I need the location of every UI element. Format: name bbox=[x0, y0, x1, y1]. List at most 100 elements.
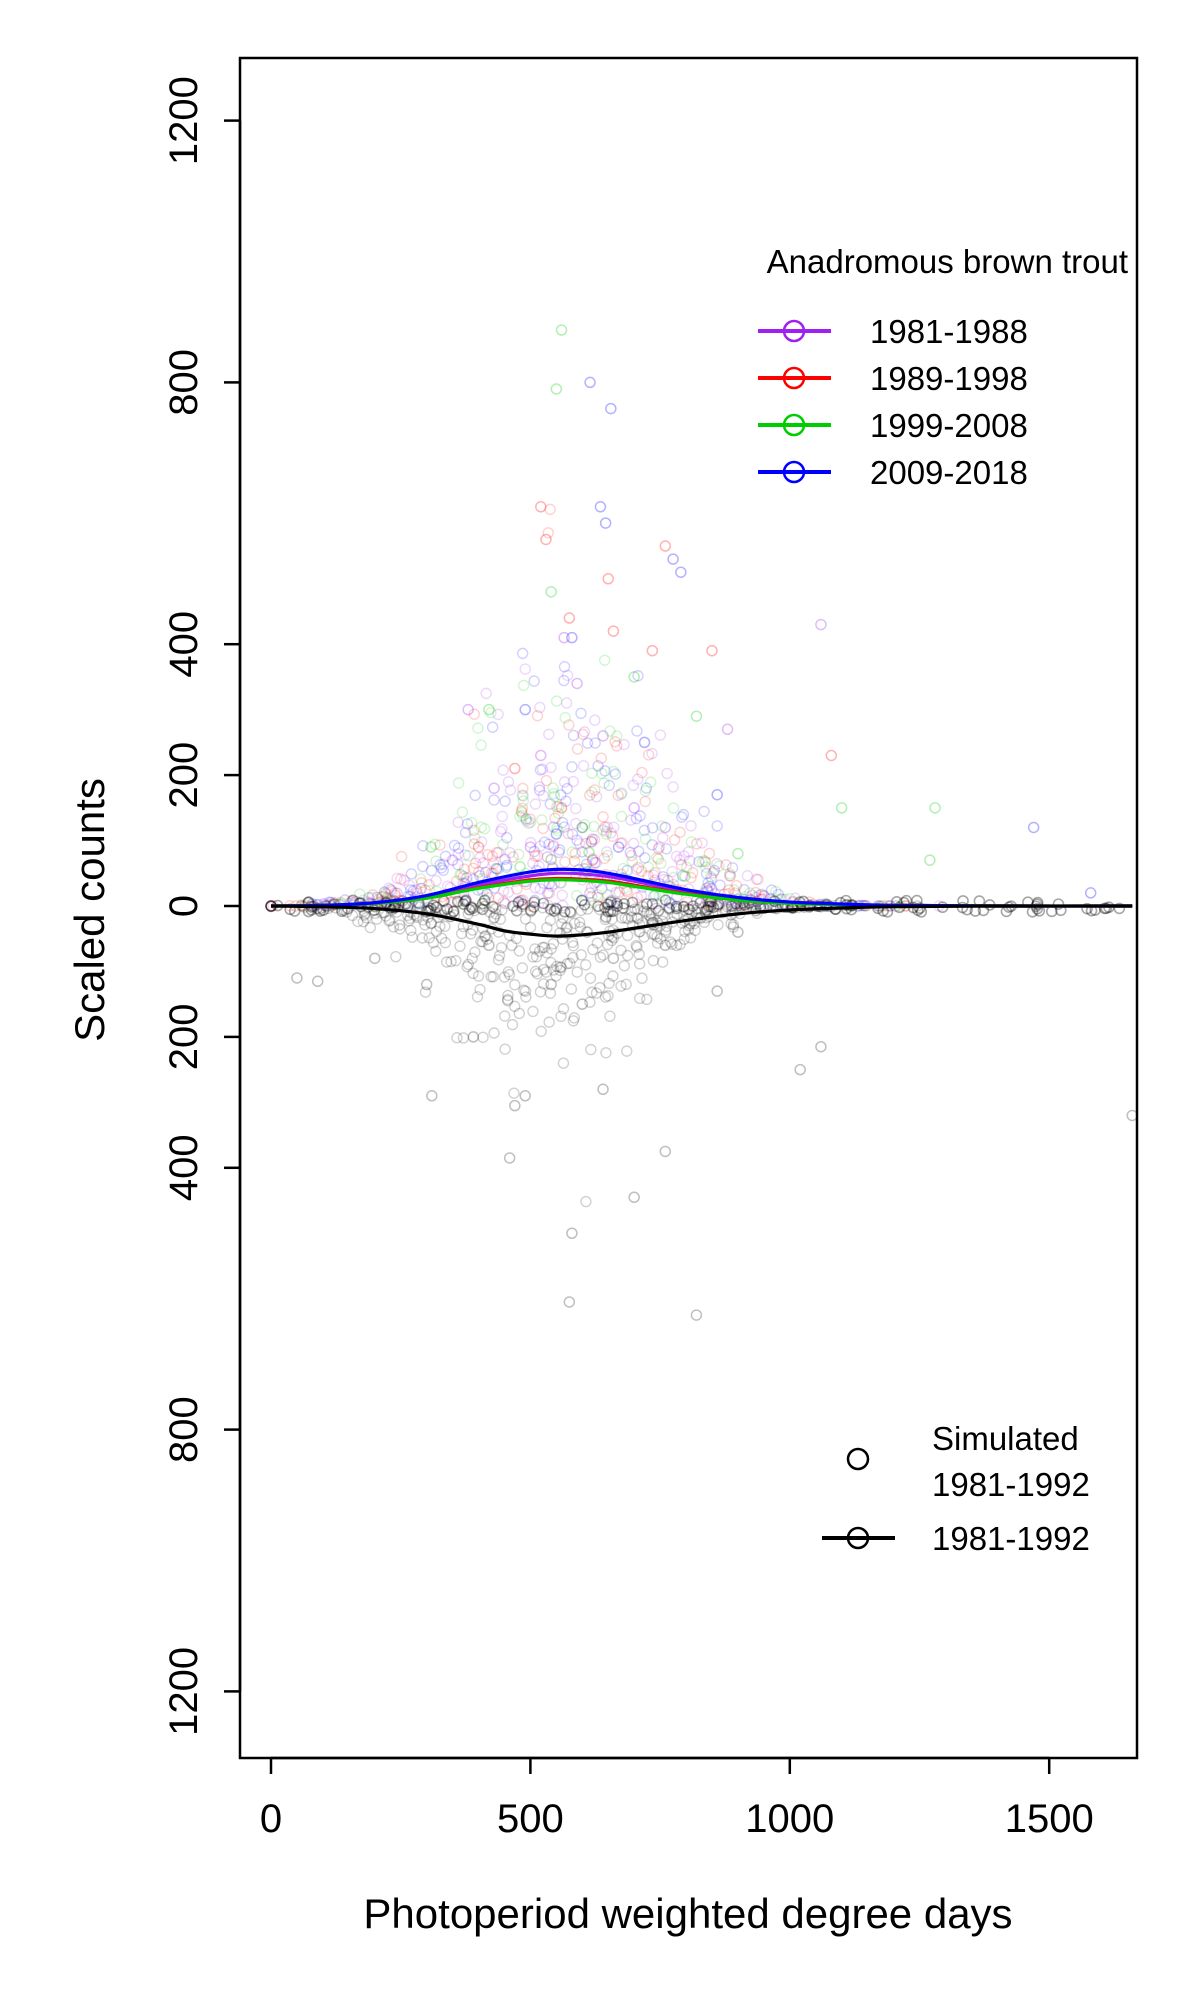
observed-point bbox=[492, 863, 505, 875]
simulated-point bbox=[371, 913, 383, 925]
observed-point bbox=[590, 856, 602, 869]
observed-point bbox=[589, 784, 601, 796]
simulated-point bbox=[502, 966, 515, 978]
observed-point bbox=[597, 824, 609, 836]
x-tick-label: 0 bbox=[260, 1797, 282, 1841]
observed-point bbox=[752, 873, 764, 886]
observed-point bbox=[434, 858, 446, 871]
simulated-point bbox=[631, 912, 643, 924]
observed-point bbox=[545, 761, 557, 774]
observed-point bbox=[415, 882, 427, 895]
observed-point bbox=[545, 586, 557, 598]
simulated-point bbox=[545, 943, 557, 955]
observed-point bbox=[738, 883, 750, 896]
simulated-point bbox=[712, 919, 724, 931]
observed-point bbox=[354, 888, 366, 900]
simulated-point bbox=[620, 978, 632, 991]
simulated-point bbox=[1098, 902, 1111, 915]
simulated-point bbox=[541, 947, 553, 959]
observed-point bbox=[394, 873, 407, 885]
observed-point bbox=[571, 677, 583, 690]
observed-point bbox=[410, 884, 423, 896]
observed-point bbox=[480, 866, 492, 878]
observed-point bbox=[568, 855, 581, 867]
simulated-point bbox=[488, 911, 501, 924]
observed-point bbox=[543, 728, 555, 741]
observed-point bbox=[547, 840, 559, 853]
simulated-point bbox=[425, 917, 437, 930]
observed-point bbox=[551, 822, 563, 834]
observed-point bbox=[561, 669, 574, 682]
simulated-point bbox=[394, 923, 406, 935]
observed-point bbox=[445, 896, 458, 908]
y-tick-label: 400 bbox=[162, 611, 206, 678]
simulated-point bbox=[450, 954, 462, 967]
simulated-point bbox=[622, 913, 634, 925]
observed-point bbox=[534, 764, 547, 776]
y-tick-label: 800 bbox=[162, 1396, 206, 1463]
observed-point bbox=[685, 836, 698, 848]
simulated-point bbox=[516, 898, 529, 911]
simulated-point bbox=[545, 956, 557, 969]
observed-legend-label: 2009-2018 bbox=[870, 454, 1028, 491]
observed-point bbox=[674, 826, 686, 838]
simulated-point bbox=[702, 900, 715, 913]
observed-point bbox=[468, 708, 480, 720]
observed-point bbox=[473, 866, 485, 878]
simulated-point bbox=[527, 951, 539, 963]
observed-point bbox=[516, 802, 529, 815]
observed-point bbox=[577, 760, 590, 772]
simulated-point bbox=[576, 998, 589, 1010]
simulated-point bbox=[476, 903, 489, 916]
simulated-point bbox=[604, 905, 617, 918]
observed-point bbox=[571, 834, 583, 846]
observed-point bbox=[541, 887, 554, 899]
observed-point bbox=[558, 776, 571, 788]
observed-point bbox=[478, 823, 491, 835]
simulated-point bbox=[544, 903, 557, 916]
observed-point bbox=[632, 845, 645, 858]
observed-point bbox=[563, 719, 575, 731]
simulated-point bbox=[656, 956, 669, 968]
observed-point bbox=[726, 862, 739, 874]
simulated-point bbox=[498, 971, 511, 983]
simulated-point bbox=[567, 1015, 580, 1027]
simulated-point bbox=[707, 901, 720, 914]
observed-point bbox=[606, 830, 619, 843]
simulated-point bbox=[435, 932, 448, 944]
simulated-point bbox=[615, 980, 627, 992]
simulated-point bbox=[580, 959, 592, 971]
observed-point bbox=[589, 856, 601, 869]
simulated-point bbox=[429, 906, 441, 918]
observed-point bbox=[1027, 821, 1040, 834]
simulated-point bbox=[568, 1012, 580, 1024]
simulated-point bbox=[632, 913, 644, 925]
simulated-point bbox=[509, 1000, 521, 1013]
simulated-point bbox=[670, 900, 683, 913]
observed-point bbox=[516, 647, 529, 660]
simulated-point bbox=[633, 919, 646, 931]
simulated-point bbox=[750, 904, 763, 916]
simulated-point bbox=[586, 986, 598, 998]
observed-point bbox=[627, 779, 640, 791]
simulated-point bbox=[647, 954, 660, 967]
simulated-point bbox=[545, 978, 557, 991]
observed-point bbox=[594, 501, 607, 513]
simulated-point bbox=[678, 933, 690, 945]
observed-point bbox=[631, 891, 643, 904]
observed-point bbox=[586, 786, 598, 798]
observed-point bbox=[772, 888, 785, 901]
observed-point bbox=[741, 870, 754, 882]
observed-legend-entries: 1981-1988 1989-1998 1999-2008 2009-2018 bbox=[758, 313, 1028, 491]
simulated-point bbox=[512, 896, 525, 909]
observed-point bbox=[389, 887, 401, 899]
observed-point bbox=[708, 864, 721, 877]
simulated-point bbox=[525, 904, 537, 917]
observed-point bbox=[573, 837, 586, 850]
simulated-point bbox=[537, 901, 549, 914]
simulated-point bbox=[631, 941, 643, 953]
simulated-point bbox=[585, 1043, 597, 1056]
simulated-point bbox=[652, 905, 665, 917]
simulated-line-legend-label: 1981-1992 bbox=[932, 1520, 1090, 1557]
simulated-point bbox=[467, 1031, 480, 1043]
